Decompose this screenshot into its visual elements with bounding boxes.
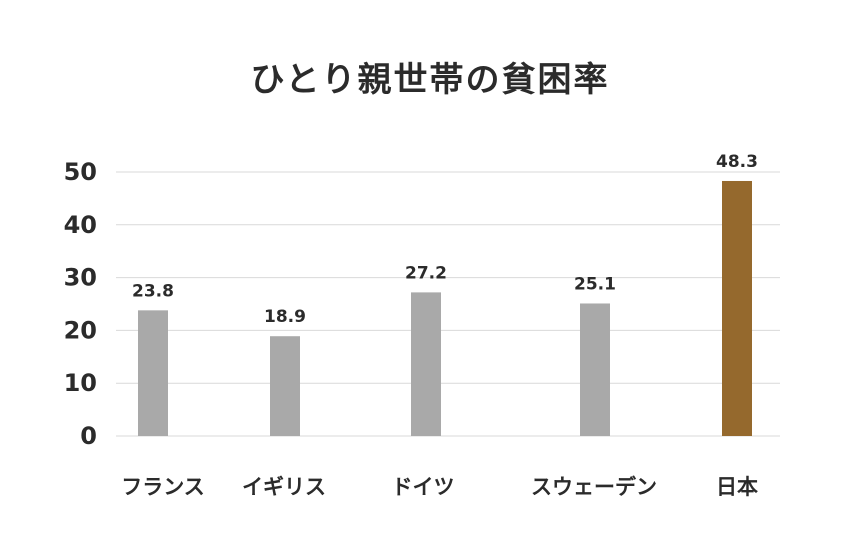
bars (138, 180, 752, 436)
data-label: 25.1 (574, 274, 616, 294)
bar-3 (411, 292, 441, 436)
y-tick-label: 20 (64, 316, 97, 344)
y-axis-ticks: 0 10 20 30 40 50 (64, 158, 97, 450)
y-tick-label: 50 (64, 158, 97, 186)
data-label: 48.3 (716, 152, 758, 172)
data-label: 18.9 (264, 307, 306, 327)
category-label: スウェーデン (531, 475, 657, 499)
y-tick-label: 0 (80, 422, 97, 450)
data-label: 27.2 (405, 263, 447, 283)
x-axis-categories: フランス イギリス ドイツ スウェーデン 日本 (121, 475, 758, 499)
data-label: 23.8 (132, 281, 174, 301)
data-labels: 23.8 18.9 27.2 25.1 48.3 (132, 152, 758, 327)
y-tick-label: 10 (64, 369, 97, 397)
y-tick-label: 30 (64, 264, 97, 292)
gridlines (116, 171, 780, 437)
bar-4 (580, 303, 610, 436)
chart-title: ひとり親世帯の貧困率 (250, 60, 610, 100)
category-label: フランス (121, 475, 205, 499)
category-label: 日本 (716, 475, 758, 499)
y-tick-label: 40 (64, 211, 97, 239)
bar-2 (270, 336, 300, 436)
bar-1 (138, 310, 168, 436)
category-label: ドイツ (392, 475, 455, 499)
category-label: イギリス (242, 475, 326, 499)
bar-5 (722, 180, 752, 436)
